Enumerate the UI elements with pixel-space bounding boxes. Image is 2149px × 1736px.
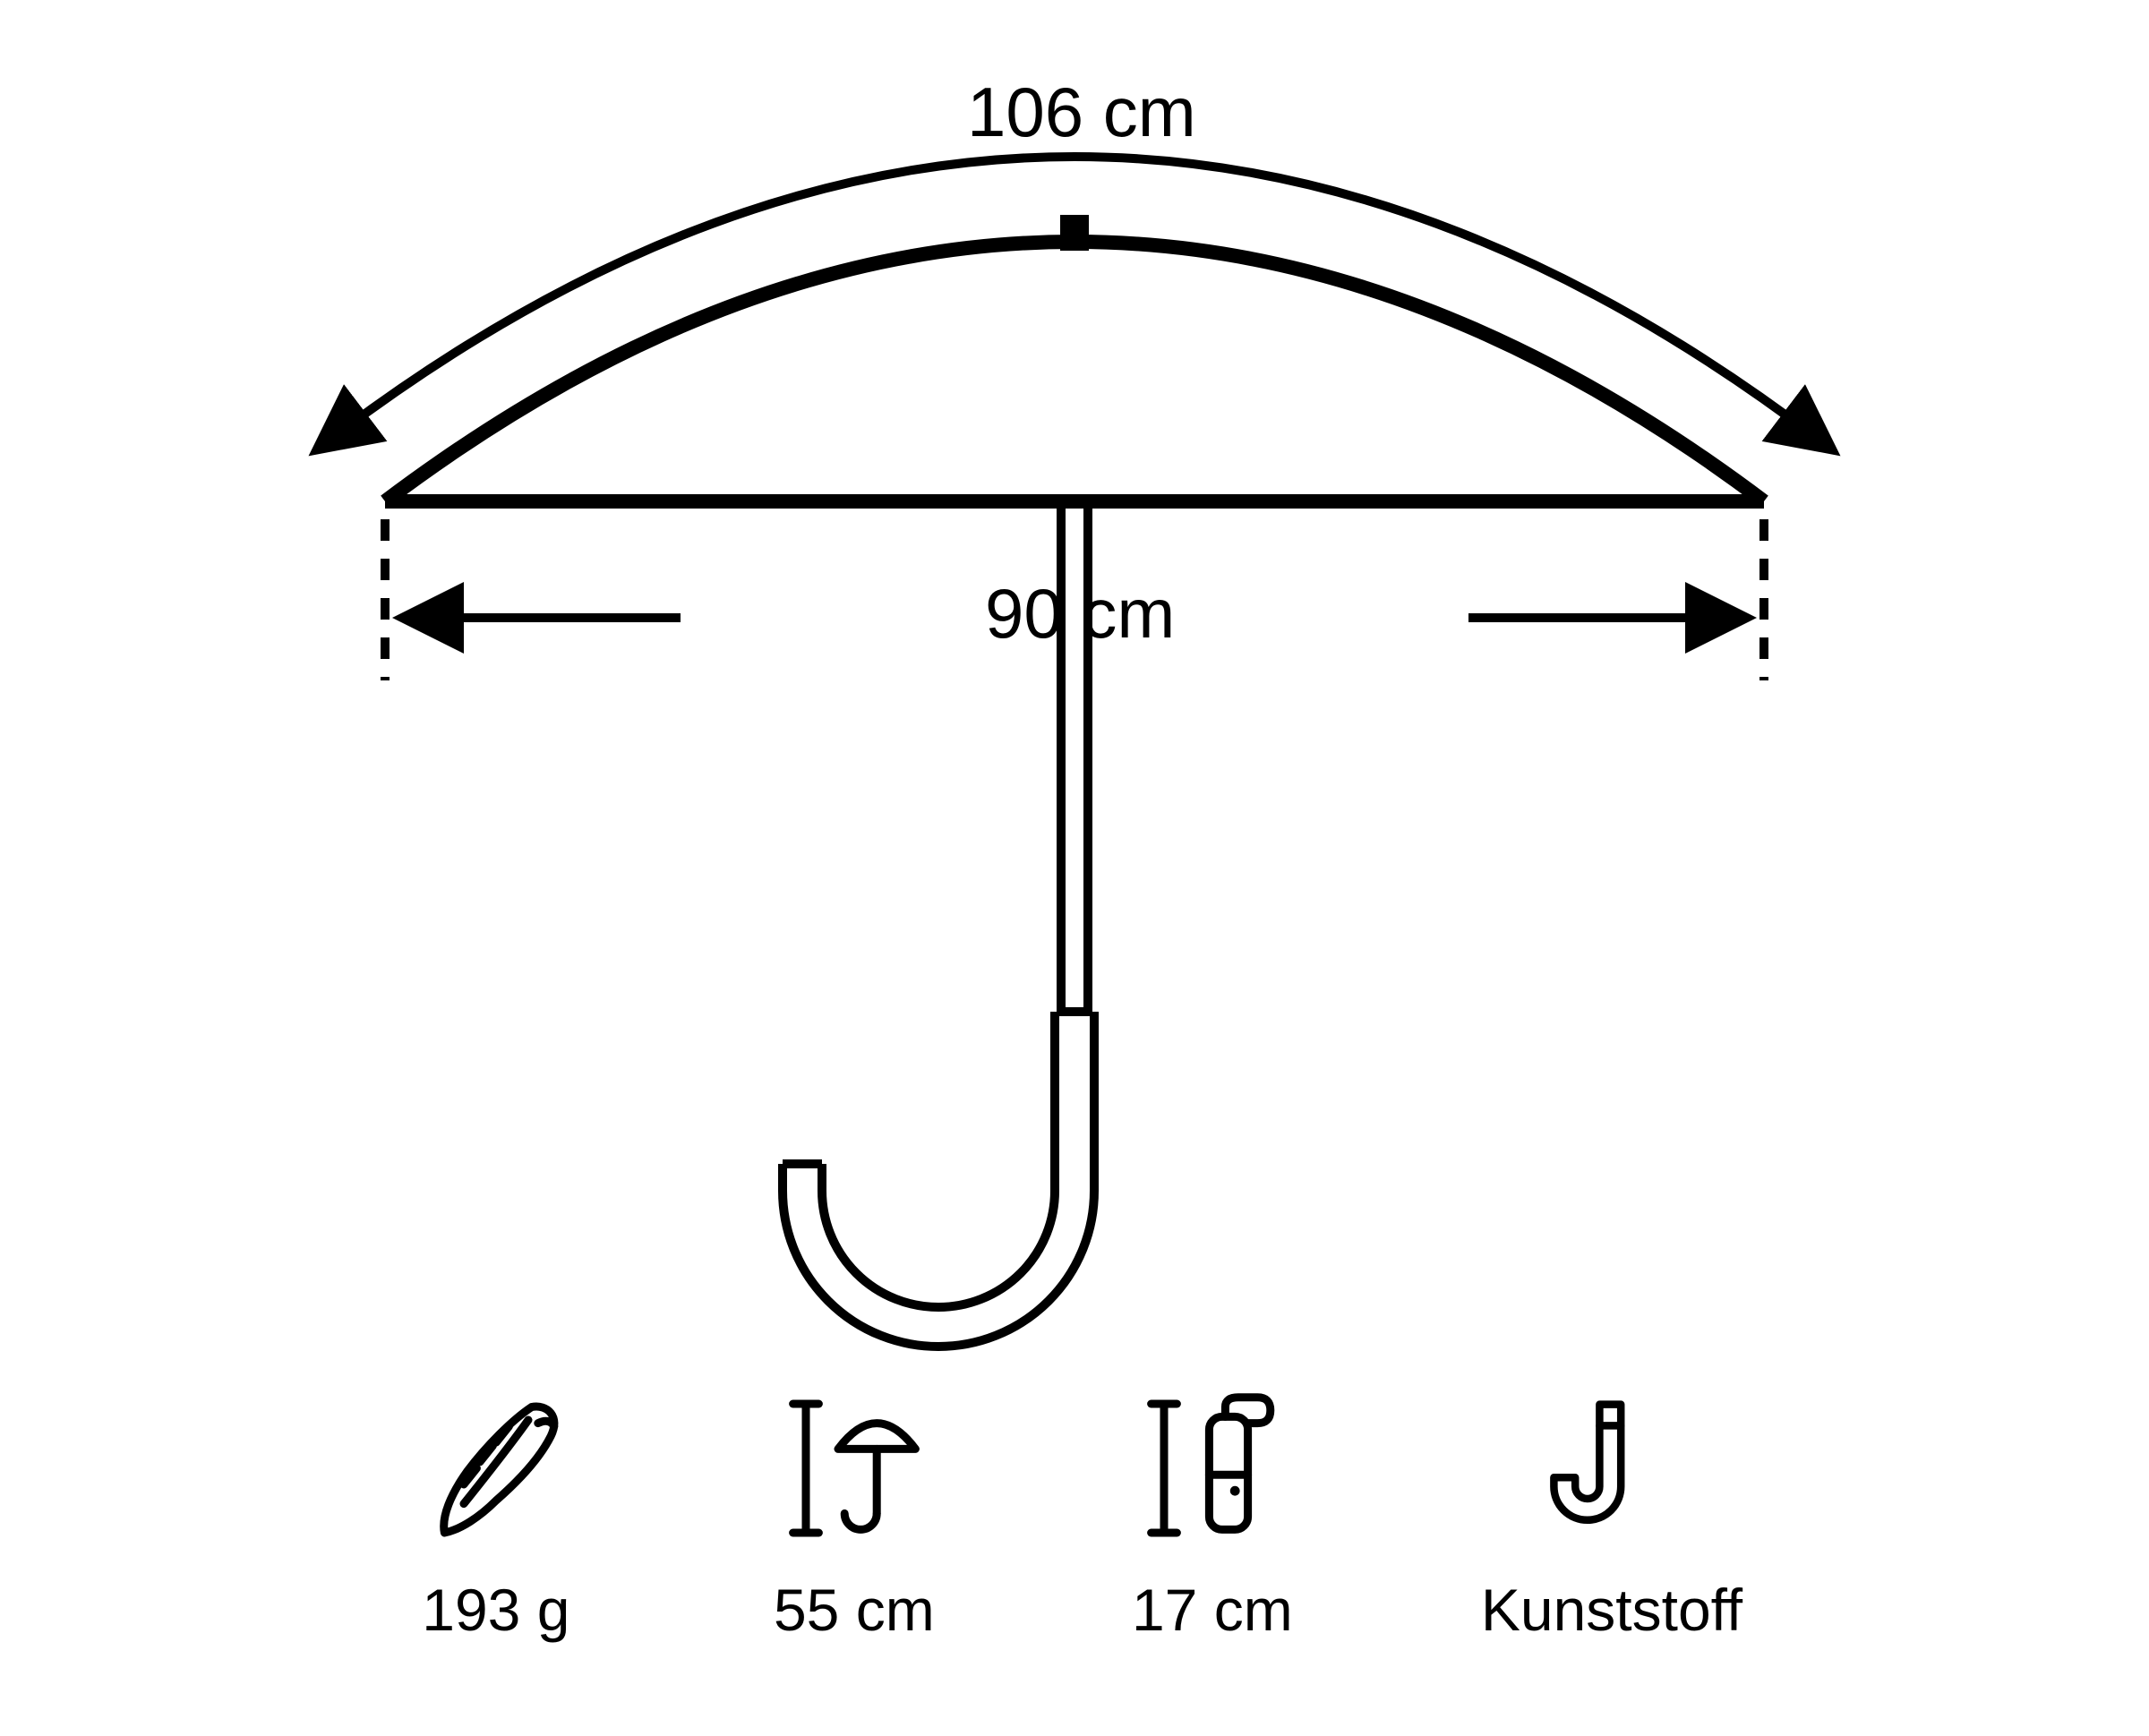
folded-length-icon — [1132, 1388, 1293, 1549]
spec-length: 55 cm — [765, 1370, 944, 1644]
canopy-arc — [385, 242, 1764, 501]
ferrule — [1060, 215, 1089, 251]
spec-folded: 17 cm — [1123, 1370, 1302, 1644]
spec-material-label: Kunststoff — [1481, 1576, 1742, 1644]
spec-weight-label: 193 g — [422, 1576, 569, 1644]
width-label: 90 cm — [985, 573, 1175, 654]
spec-material: Kunststoff — [1481, 1370, 1742, 1644]
arc-length-label: 106 cm — [967, 72, 1196, 153]
handle-outer — [822, 1012, 1055, 1307]
umbrella-length-icon — [774, 1388, 935, 1549]
spec-weight: 193 g — [407, 1370, 586, 1644]
handle-icon — [1536, 1388, 1688, 1549]
spec-folded-label: 17 cm — [1132, 1576, 1293, 1644]
spec-row: 193 g 55 cm — [0, 1370, 2149, 1644]
feather-icon — [415, 1388, 577, 1549]
umbrella-spec-diagram: 106 cm 90 cm 193 g — [0, 0, 2149, 1736]
spec-length-label: 55 cm — [774, 1576, 935, 1644]
handle-inner — [783, 1012, 1094, 1347]
